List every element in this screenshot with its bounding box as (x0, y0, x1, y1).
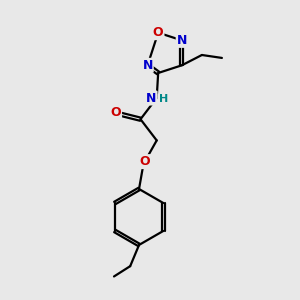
Text: N: N (146, 92, 157, 104)
Text: O: O (140, 155, 150, 168)
Text: N: N (177, 34, 187, 47)
Text: O: O (110, 106, 121, 119)
Text: N: N (142, 59, 153, 72)
Text: O: O (153, 26, 164, 39)
Text: H: H (159, 94, 168, 104)
